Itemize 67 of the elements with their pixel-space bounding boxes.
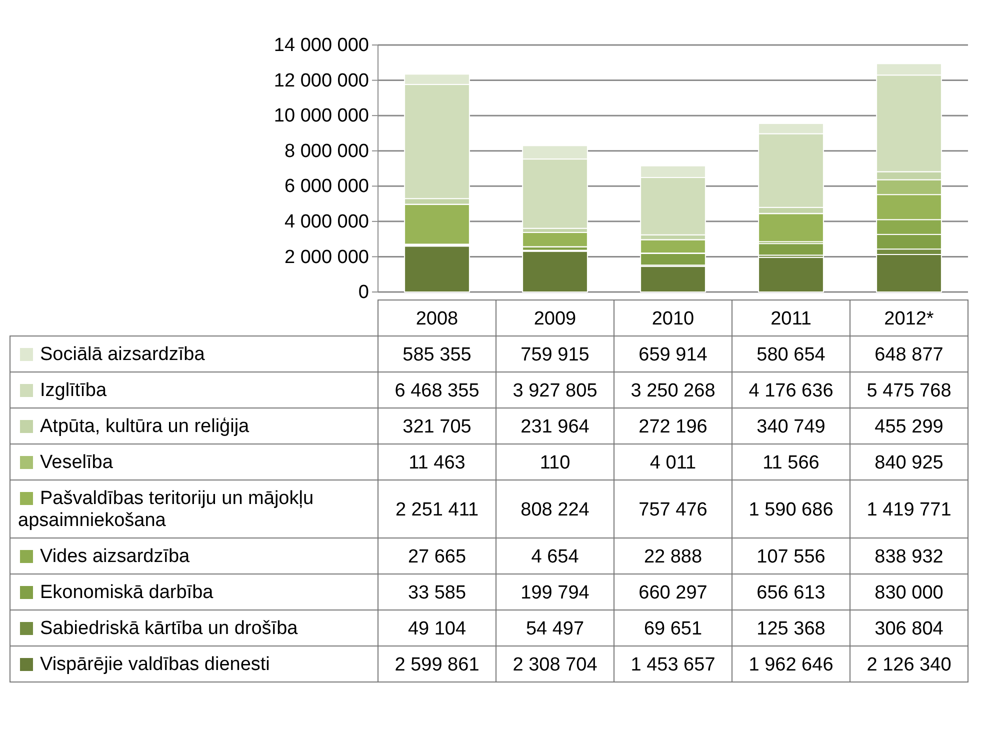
x-tick-label: 2009 — [534, 308, 576, 330]
data-label: 107 556 — [756, 546, 826, 568]
data-label: 2 599 861 — [394, 654, 480, 676]
data-label: 5 475 768 — [866, 380, 952, 402]
data-label: 455 299 — [874, 416, 944, 438]
data-label: 759 915 — [520, 344, 590, 366]
data-label: 27 665 — [408, 546, 466, 568]
data-label: 49 104 — [408, 618, 466, 640]
data-label: 33 585 — [408, 582, 466, 604]
x-tick-label: 2012* — [884, 308, 934, 330]
data-label: 199 794 — [520, 582, 590, 604]
y-tick-label: 10 000 000 — [274, 106, 369, 127]
data-label: 69 651 — [644, 618, 702, 640]
data-label: 808 224 — [520, 500, 590, 521]
data-label: 340 749 — [756, 416, 826, 438]
legend-label: Vides aizsardzība — [40, 546, 190, 567]
data-label: 6 468 355 — [394, 380, 480, 402]
data-label: 830 000 — [874, 582, 944, 604]
x-tick-label: 2011 — [770, 308, 812, 330]
data-label: 840 925 — [874, 452, 944, 474]
data-label: 22 888 — [644, 546, 702, 568]
data-label: 1 590 686 — [748, 500, 834, 521]
data-label: 1 419 771 — [866, 500, 952, 521]
data-label: 54 497 — [526, 618, 584, 640]
data-label: 1 962 646 — [748, 654, 834, 676]
data-label: 110 — [540, 452, 570, 474]
data-label: 1 453 657 — [630, 654, 716, 676]
data-label: 656 613 — [756, 582, 826, 604]
y-tick-label: 6 000 000 — [284, 176, 369, 198]
data-label: 3 927 805 — [512, 380, 598, 402]
x-tick-label: 2008 — [416, 308, 458, 330]
legend-label: Izglītība — [40, 380, 107, 401]
y-tick-label: 14 000 000 — [274, 35, 369, 56]
data-label: 231 964 — [520, 416, 590, 438]
data-label: 4 654 — [531, 546, 580, 568]
data-label: 272 196 — [638, 416, 708, 438]
data-label: 4 011 — [650, 452, 696, 474]
legend-label: Veselība — [40, 452, 114, 473]
legend-label: Vispārējie valdības dienesti — [40, 654, 270, 675]
data-label: 2 308 704 — [512, 654, 598, 676]
data-label: 580 654 — [756, 344, 826, 366]
y-tick-label: 12 000 000 — [274, 70, 369, 92]
data-label: 838 932 — [874, 546, 944, 568]
data-label: 2 251 411 — [395, 500, 479, 521]
y-tick-label: 8 000 000 — [284, 140, 369, 162]
data-label: 3 250 268 — [630, 380, 716, 402]
data-label: 321 705 — [402, 416, 472, 438]
legend-label: Atpūta, kultūra un reliģija — [40, 416, 250, 437]
data-label: 4 176 636 — [748, 380, 834, 402]
data-label: 648 877 — [874, 344, 944, 366]
legend-label: Pašvaldības teritoriju un mājokļu apsaimniekošana — [18, 488, 314, 531]
data-label: 757 476 — [638, 500, 708, 521]
legend-label: Sociālā aizsardzība — [40, 344, 206, 365]
data-label: 11 566 — [762, 452, 820, 474]
legend-label: Ekonomiskā darbība — [40, 582, 214, 603]
y-tick-label: 2 000 000 — [284, 246, 369, 268]
data-label: 660 297 — [638, 582, 708, 604]
data-label: 125 368 — [756, 618, 826, 640]
legend-label: Sabiedriskā kārtība un drošība — [40, 618, 298, 639]
data-label: 659 914 — [638, 344, 708, 366]
y-tick-label: 4 000 000 — [284, 212, 369, 233]
data-label: 2 126 340 — [866, 654, 952, 676]
data-label: 306 804 — [874, 618, 944, 640]
x-tick-label: 2010 — [652, 308, 694, 330]
data-label: 585 355 — [402, 344, 472, 366]
data-label: 11 463 — [408, 452, 466, 474]
y-tick-label: 0 — [358, 282, 369, 304]
